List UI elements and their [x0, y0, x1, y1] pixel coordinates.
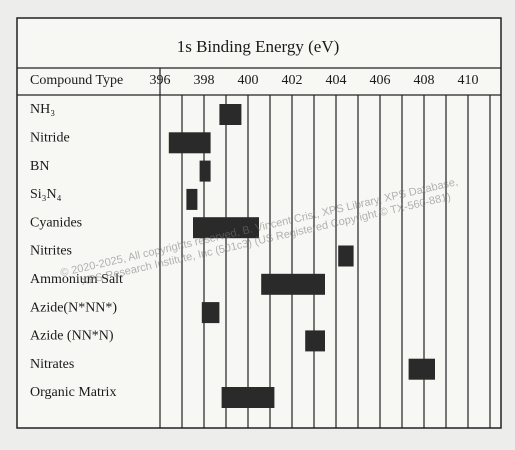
- range-bar: [168, 132, 211, 154]
- row-label: BN: [30, 159, 49, 174]
- row-label: Si₃N₄: [30, 187, 62, 202]
- range-bar: [221, 387, 275, 408]
- range-bar: [193, 217, 259, 239]
- x-tick-label: 410: [458, 73, 479, 88]
- x-tick-label: 404: [326, 73, 347, 88]
- row-label: Azide(N*NN*): [30, 300, 117, 315]
- row-label: Cyanides: [30, 215, 82, 230]
- category-header: Compound Type: [30, 73, 123, 88]
- x-tick-label: 406: [370, 73, 391, 88]
- x-tick-label: 400: [238, 73, 259, 88]
- range-bar: [201, 302, 220, 324]
- row-label: Organic Matrix: [30, 385, 116, 400]
- row-label: NH₃: [30, 102, 55, 117]
- row-label: Nitrates: [30, 357, 74, 372]
- row-label: Nitrites: [30, 244, 72, 259]
- row-label: Ammonium Salt: [30, 272, 123, 287]
- range-bar: [338, 245, 354, 267]
- x-tick-label: 408: [414, 73, 435, 88]
- row-label: Nitride: [30, 131, 70, 146]
- range-bar: [305, 330, 325, 352]
- range-bar: [186, 188, 198, 210]
- x-tick-label: 396: [150, 73, 171, 88]
- x-tick-label: 402: [282, 73, 303, 88]
- range-bar: [261, 273, 325, 295]
- chart-title: 1s Binding Energy (eV): [177, 37, 340, 56]
- x-tick-label: 398: [194, 73, 215, 88]
- range-bar: [219, 104, 242, 125]
- row-label: Azide (NN*N): [30, 329, 114, 344]
- range-bar: [199, 160, 211, 182]
- range-bar: [408, 358, 435, 380]
